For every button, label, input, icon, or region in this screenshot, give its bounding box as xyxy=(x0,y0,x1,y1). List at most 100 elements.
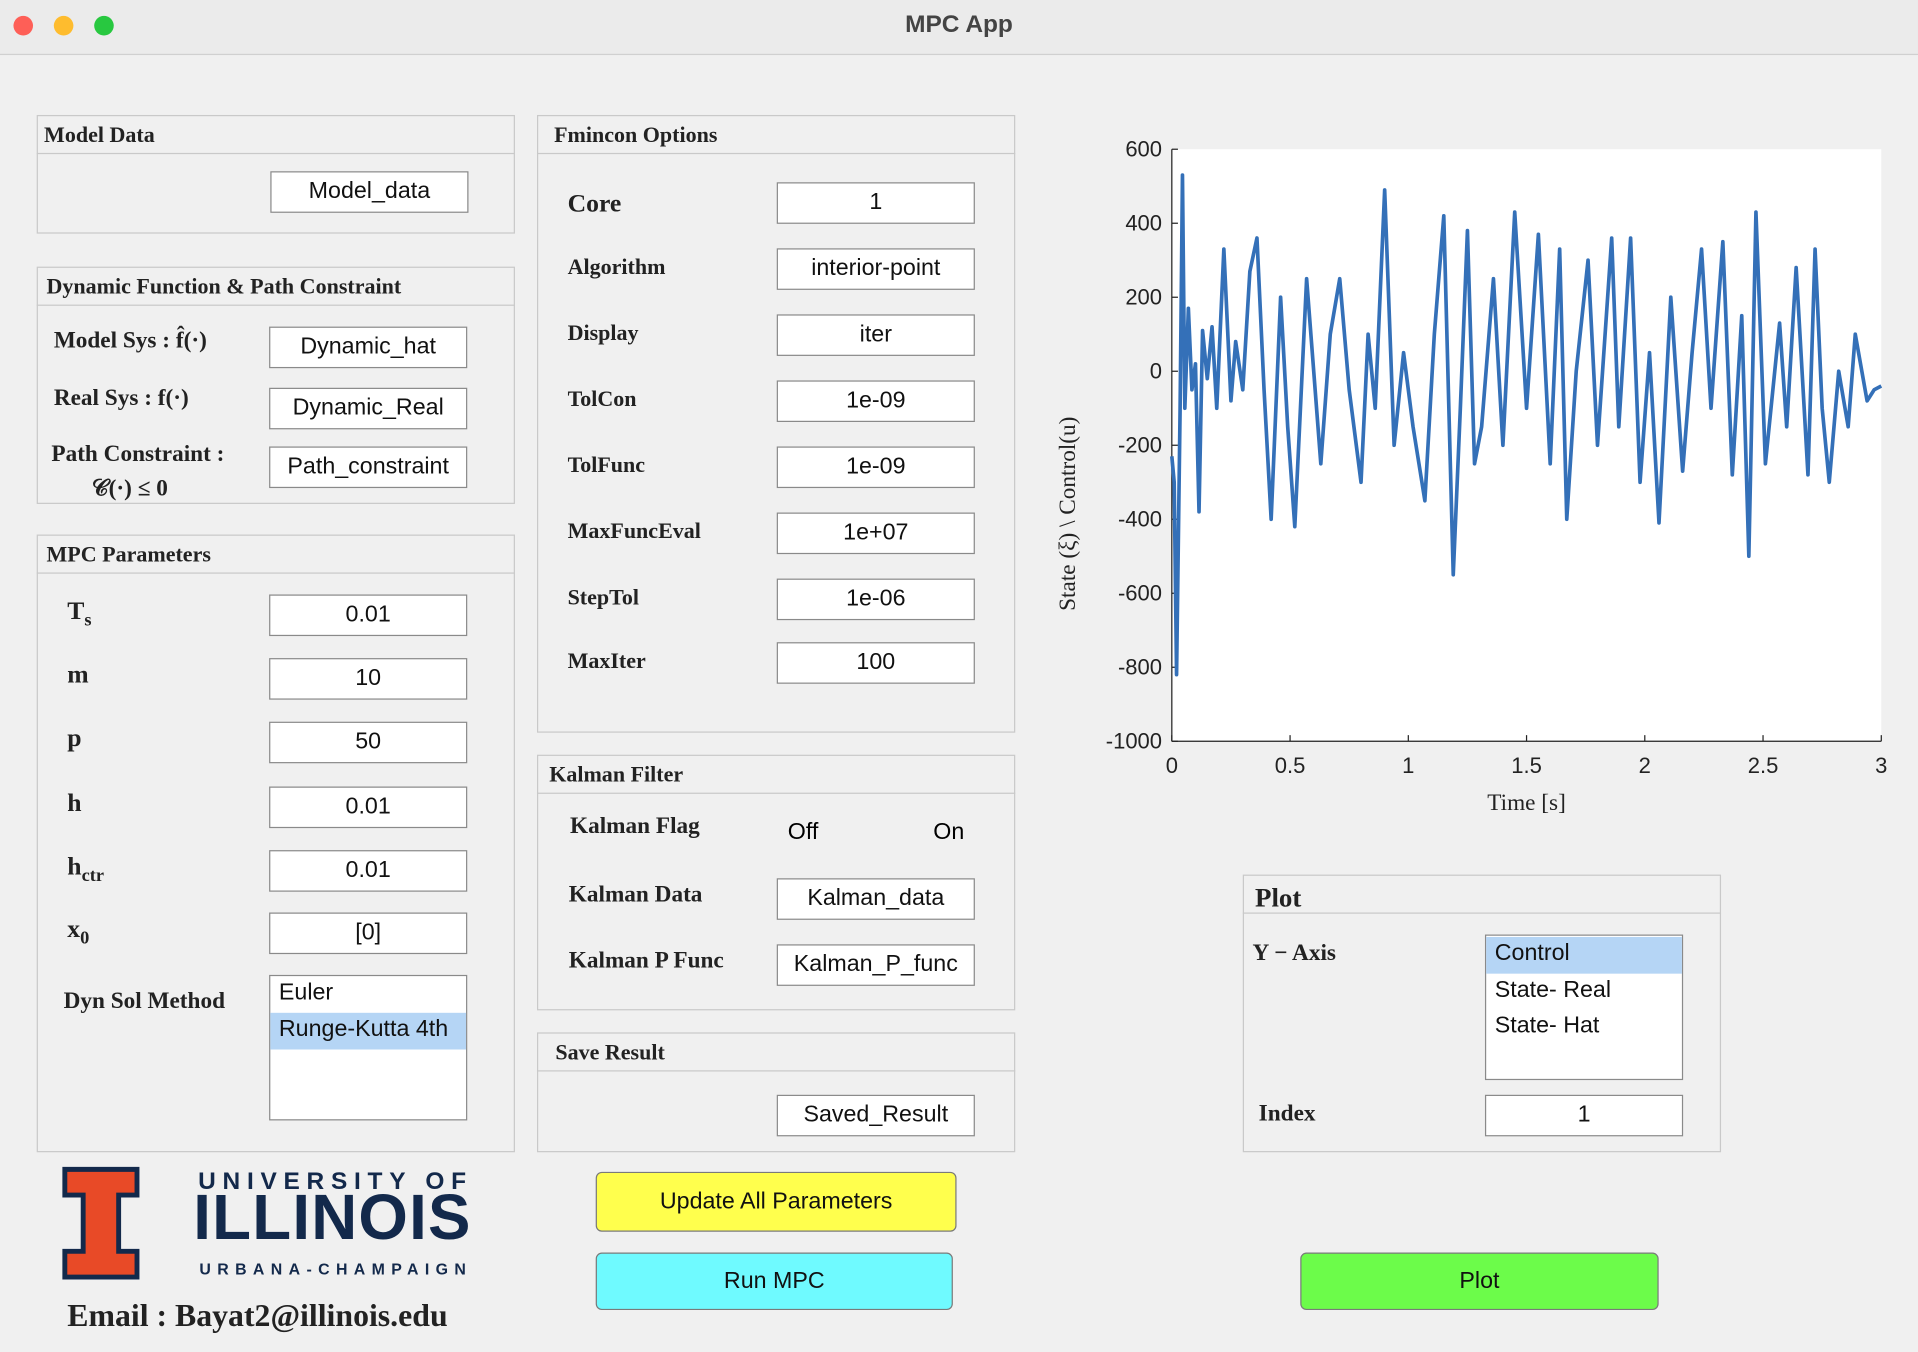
panel-header xyxy=(536,755,1016,794)
logo-text: ILLINOIS xyxy=(193,1182,472,1254)
y-tick-label: 600 xyxy=(1125,137,1162,162)
label-subscript: s xyxy=(84,610,92,631)
text-field[interactable]: 50 xyxy=(269,721,468,764)
y-tick-label: -1000 xyxy=(1106,729,1162,754)
text-field[interactable]: 10 xyxy=(269,658,468,700)
panel-header xyxy=(536,115,1016,155)
x-tick-label: 1.5 xyxy=(1511,753,1542,778)
field-label: Core xyxy=(567,188,622,218)
x-tick-label: 2.5 xyxy=(1748,753,1779,778)
text-field[interactable]: Saved_Result xyxy=(776,1094,975,1137)
panel-header xyxy=(536,1032,1016,1072)
text-field[interactable]: Kalman_P_func xyxy=(776,944,975,986)
field-label: Dyn Sol Method xyxy=(63,988,226,1015)
plot-button[interactable]: Plot xyxy=(1300,1252,1659,1311)
text-field[interactable]: iter xyxy=(776,314,975,356)
field-label: Ts xyxy=(67,595,92,631)
minimize-button[interactable] xyxy=(53,15,74,36)
field-label: Kalman Data xyxy=(568,881,703,908)
text-field[interactable]: 0.01 xyxy=(269,850,468,892)
field-label: m xyxy=(67,659,89,689)
title-bar xyxy=(0,0,1918,56)
field-label: MaxFuncEval xyxy=(567,518,701,544)
text-field[interactable]: Dynamic_hat xyxy=(269,326,468,369)
logo-text: UNIVERSITY OF xyxy=(198,1168,473,1196)
label-subscript: ctr xyxy=(81,866,104,886)
panel-title: Kalman Filter xyxy=(549,762,684,787)
field-label: Y − Axis xyxy=(1252,940,1336,967)
list-item[interactable]: State- Real xyxy=(1494,976,1612,1003)
field-label: Algorithm xyxy=(567,254,666,279)
logo-text: URBANA-CHAMPAIGN xyxy=(199,1259,473,1279)
toggle-label: Off xyxy=(787,819,819,846)
field-label: 𝒞(·) ≤ 0 xyxy=(91,475,168,502)
field-label: Index xyxy=(1258,1100,1316,1127)
text-field[interactable]: 100 xyxy=(776,642,975,684)
y-tick-label: 0 xyxy=(1150,359,1162,384)
data-line xyxy=(1169,173,1883,677)
x-tick-label: 3 xyxy=(1875,753,1887,778)
text-field[interactable]: interior-point xyxy=(776,248,975,290)
zoom-button[interactable] xyxy=(94,15,114,36)
panel-header xyxy=(36,535,515,574)
list-item[interactable]: State- Hat xyxy=(1494,1012,1600,1039)
panel-header xyxy=(36,115,515,155)
panel-title: Dynamic Function & Path Constraint xyxy=(46,273,402,299)
x-tick-label: 1 xyxy=(1402,753,1414,778)
field-label: Display xyxy=(567,320,639,345)
logo-mark xyxy=(62,1166,140,1280)
y-tick-label: 200 xyxy=(1125,285,1162,310)
y-axis-label: State (ξ) \ Control(u) xyxy=(1055,417,1081,611)
text-field[interactable]: Path_constraint xyxy=(269,446,468,489)
text-field[interactable]: Model_data xyxy=(270,171,469,213)
text-field[interactable]: [0] xyxy=(269,912,468,955)
text-field[interactable]: 1 xyxy=(1484,1094,1684,1137)
panel-title: Fmincon Options xyxy=(554,122,718,147)
field-label: MaxIter xyxy=(567,648,646,673)
close-button[interactable] xyxy=(13,15,34,36)
text-field[interactable]: Kalman_data xyxy=(776,878,975,920)
panel-title: Model Data xyxy=(44,122,155,147)
text-field[interactable]: 1e-06 xyxy=(776,578,975,621)
field-label: Kalman Flag xyxy=(570,813,700,840)
text-field[interactable]: 0.01 xyxy=(269,786,468,829)
text-field[interactable]: 0.01 xyxy=(269,594,468,637)
y-tick-label: -400 xyxy=(1118,507,1162,532)
text-field[interactable]: 1 xyxy=(776,182,975,224)
x-tick-label: 2 xyxy=(1639,753,1651,778)
chart: -1000 -800 -600 -400 -200 0 200 400 600 0 0.5 1 1.5 2… xyxy=(1055,137,1887,816)
y-tick-label: -600 xyxy=(1118,581,1162,606)
toggle-label: On xyxy=(933,819,965,846)
x-axis-label: Time [s] xyxy=(1487,790,1566,816)
list-box[interactable]: Euler Runge-Kutta 4th xyxy=(269,974,468,1121)
panel-header xyxy=(36,267,515,306)
text-field[interactable]: 1e-09 xyxy=(776,380,975,423)
panel-title: Save Result xyxy=(555,1039,665,1065)
field-label: h xyxy=(67,787,82,818)
text-field[interactable]: 1e+07 xyxy=(776,512,975,555)
field-label: Path Constraint : xyxy=(51,441,225,468)
field-label: hctr xyxy=(67,851,104,886)
field-label: TolFunc xyxy=(567,452,646,478)
email: Email : Bayat2@illinois.edu xyxy=(67,1297,448,1334)
list-box[interactable]: Control State- Real State- Hat xyxy=(1484,934,1684,1081)
y-tick-label: 400 xyxy=(1125,211,1162,236)
panel-title: Plot xyxy=(1255,881,1302,913)
list-item[interactable]: Euler xyxy=(278,979,334,1006)
field-label: p xyxy=(67,722,82,753)
list-item[interactable]: Control xyxy=(1486,936,1682,974)
panel-header xyxy=(1242,875,1722,914)
field-label: TolCon xyxy=(567,386,637,411)
plot-area xyxy=(1171,149,1882,742)
list-item[interactable]: Runge-Kutta 4th xyxy=(270,1012,467,1049)
text-field[interactable]: 1e-09 xyxy=(776,446,975,489)
text-field[interactable]: Dynamic_Real xyxy=(269,387,468,430)
field-label: Model Sys : f̂(·) xyxy=(53,327,207,354)
field-label: Kalman P Func xyxy=(568,947,724,974)
update-button[interactable]: Update All Parameters xyxy=(595,1171,957,1232)
panel-title: MPC Parameters xyxy=(46,541,211,567)
run-button[interactable]: Run MPC xyxy=(595,1252,953,1311)
x-tick-label: 0 xyxy=(1166,753,1178,778)
